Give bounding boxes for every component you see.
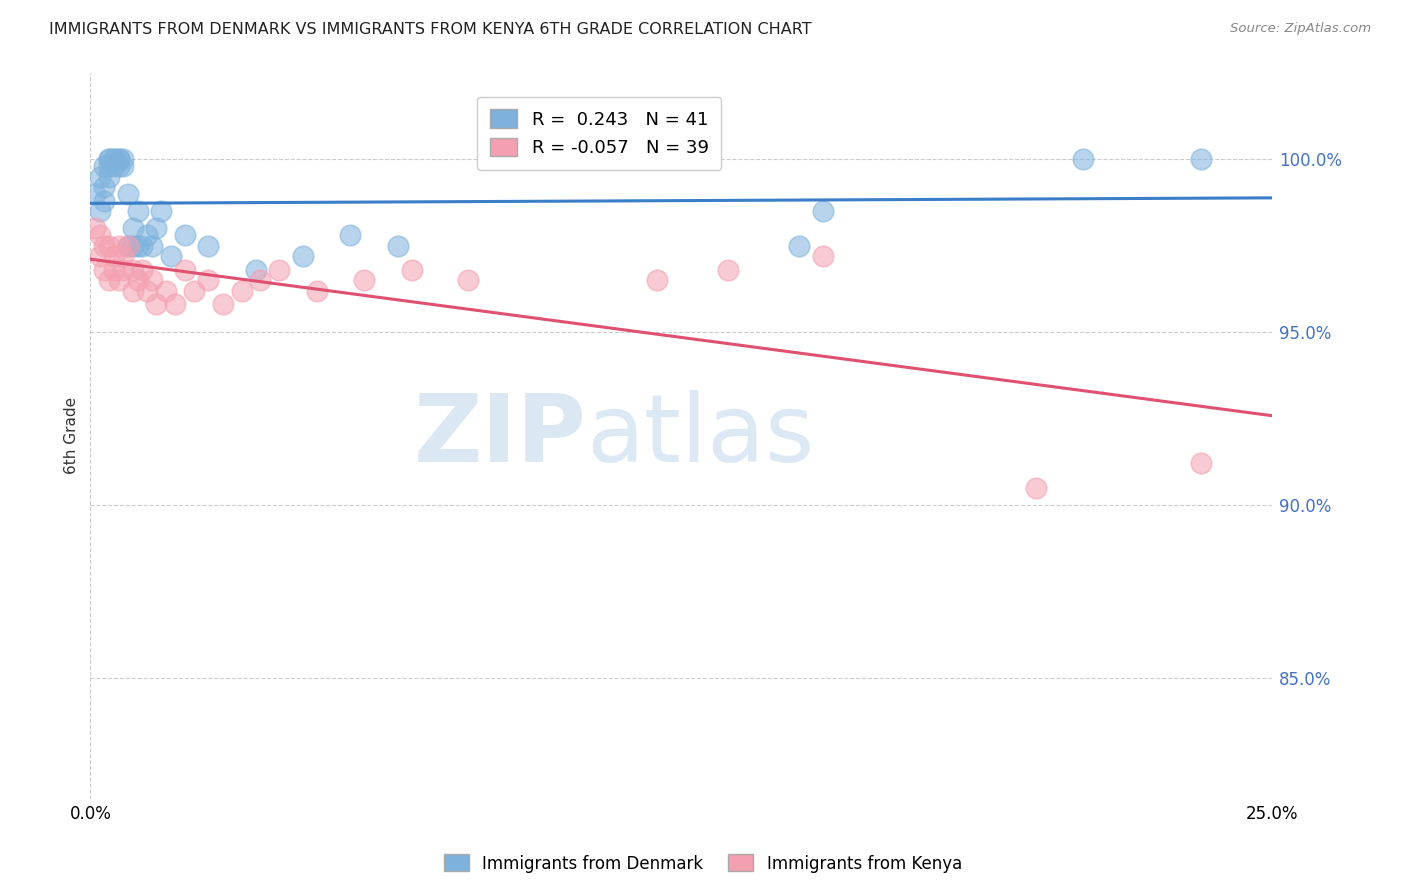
Point [117, 238, 139, 252]
Point [121, 221, 143, 235]
Point [159, 249, 181, 263]
Point [1189, 457, 1212, 471]
Legend: R =  0.243   N = 41, R = -0.057   N = 39: R = 0.243 N = 41, R = -0.057 N = 39 [478, 96, 721, 169]
Point [717, 263, 740, 277]
Point [1025, 481, 1047, 495]
Point [112, 153, 135, 167]
Point [136, 284, 159, 298]
Point [89, 169, 111, 184]
Point [127, 204, 149, 219]
Point [249, 273, 271, 287]
Point [245, 263, 267, 277]
Point [93, 180, 115, 194]
Point [1189, 153, 1212, 167]
Point [98, 238, 121, 252]
Point [136, 228, 159, 243]
Point [183, 284, 205, 298]
Point [141, 238, 163, 252]
Point [292, 249, 315, 263]
Point [353, 273, 375, 287]
Point [107, 153, 129, 167]
Point [107, 238, 129, 252]
Point [93, 263, 115, 277]
Point [121, 263, 143, 277]
Point [811, 249, 834, 263]
Point [165, 297, 187, 311]
Point [197, 238, 219, 252]
Point [98, 153, 121, 167]
Text: Source: ZipAtlas.com: Source: ZipAtlas.com [1230, 22, 1371, 36]
Point [505, 153, 527, 167]
Point [339, 228, 361, 243]
Point [107, 159, 129, 173]
Point [112, 249, 135, 263]
Point [121, 238, 143, 252]
Point [98, 169, 121, 184]
Point [173, 228, 195, 243]
Point [131, 263, 153, 277]
Point [145, 221, 167, 235]
Point [112, 263, 135, 277]
Point [269, 263, 291, 277]
Text: IMMIGRANTS FROM DENMARK VS IMMIGRANTS FROM KENYA 6TH GRADE CORRELATION CHART: IMMIGRANTS FROM DENMARK VS IMMIGRANTS FR… [49, 22, 811, 37]
Point [103, 263, 125, 277]
Point [107, 153, 129, 167]
Point [1071, 153, 1094, 167]
Point [89, 204, 111, 219]
Point [117, 238, 139, 252]
Point [173, 263, 195, 277]
Point [89, 249, 111, 263]
Point [98, 273, 121, 287]
Point [103, 153, 125, 167]
Point [103, 159, 125, 173]
Point [103, 249, 125, 263]
Point [89, 228, 111, 243]
Point [117, 186, 139, 201]
Point [457, 273, 479, 287]
Point [647, 273, 669, 287]
Point [103, 153, 125, 167]
Point [127, 273, 149, 287]
Text: ZIP: ZIP [413, 390, 586, 482]
Point [121, 284, 143, 298]
Y-axis label: 6th Grade: 6th Grade [65, 397, 79, 475]
Point [112, 159, 135, 173]
Point [93, 238, 115, 252]
Point [231, 284, 253, 298]
Point [211, 297, 233, 311]
Point [197, 273, 219, 287]
Text: atlas: atlas [586, 390, 815, 482]
Point [307, 284, 329, 298]
Point [155, 284, 177, 298]
Legend: Immigrants from Denmark, Immigrants from Kenya: Immigrants from Denmark, Immigrants from… [437, 847, 969, 880]
Point [107, 273, 129, 287]
Point [141, 273, 163, 287]
Point [98, 159, 121, 173]
Point [401, 263, 423, 277]
Point [93, 194, 115, 208]
Point [127, 238, 149, 252]
Point [145, 297, 167, 311]
Point [84, 221, 107, 235]
Point [131, 238, 153, 252]
Point [84, 186, 107, 201]
Point [787, 238, 810, 252]
Point [387, 238, 409, 252]
Point [150, 204, 173, 219]
Point [811, 204, 834, 219]
Point [98, 153, 121, 167]
Point [93, 159, 115, 173]
